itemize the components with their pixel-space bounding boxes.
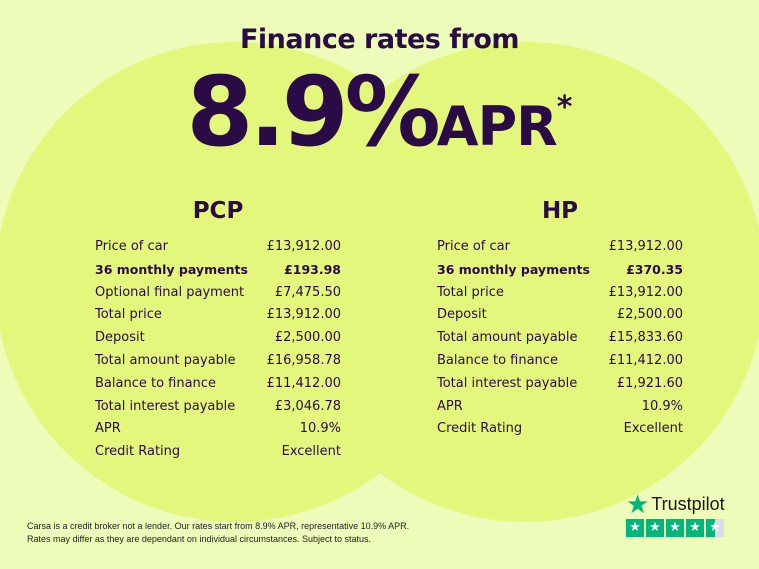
star-icon: ★ — [706, 519, 724, 537]
row-label: Credit Rating — [95, 444, 181, 460]
row-value: £3,046.78 — [274, 398, 341, 414]
row-value: £2,500.00 — [616, 307, 683, 323]
pcp-heading: PCP — [192, 198, 244, 224]
row-label: Total price — [95, 307, 162, 323]
table-row: Optional final payment £7,475.50 — [95, 282, 341, 305]
row-label: Balance to finance — [95, 375, 216, 391]
row-value: £13,912.00 — [266, 307, 341, 323]
hp-heading: HP — [541, 198, 579, 224]
trustpilot-rating: ★ ★ ★ ★ ★ — [626, 519, 725, 537]
table-row: Total interest payable £3,046.78 — [95, 396, 341, 419]
table-row: Price of car £13,912.00 — [437, 236, 683, 259]
headline-rate: 8.9%APR* — [0, 62, 759, 162]
row-value: £2,500.00 — [274, 330, 341, 346]
table-row: Balance to finance £11,412.00 — [95, 373, 341, 396]
table-row: Deposit £2,500.00 — [95, 327, 341, 350]
row-label: APR — [95, 421, 121, 437]
star-icon: ★ — [686, 519, 704, 537]
row-value: £13,912.00 — [266, 239, 341, 254]
table-row: Total price £13,912.00 — [95, 304, 341, 327]
row-label: Price of car — [95, 239, 168, 254]
table-row: Credit Rating Excellent — [437, 418, 683, 441]
table-row: Total price £13,912.00 — [437, 282, 683, 305]
table-row: 36 monthly payments £370.35 — [437, 259, 683, 282]
disclaimer: Carsa is a credit broker not a lender. O… — [27, 520, 409, 546]
row-label: Total interest payable — [95, 398, 236, 414]
row-value: Excellent — [281, 444, 341, 460]
row-value: £7,475.50 — [274, 284, 341, 300]
hp-table: HP Price of car £13,912.00 36 monthly paym… — [437, 198, 683, 441]
table-row: Credit Rating Excellent — [95, 441, 341, 464]
table-row: APR 10.9% — [95, 418, 341, 441]
row-value: 10.9% — [299, 421, 341, 437]
row-value: £13,912.00 — [608, 284, 683, 300]
row-value: £11,412.00 — [266, 375, 341, 391]
row-value: £11,412.00 — [608, 352, 683, 368]
row-label: 36 monthly payments — [95, 261, 248, 277]
disclaimer-line: Carsa is a credit broker not a lender. O… — [27, 521, 410, 531]
row-value: £1,921.60 — [616, 375, 683, 391]
table-row: Deposit £2,500.00 — [437, 304, 683, 327]
trustpilot-logo: Trustpilot — [651, 493, 725, 514]
trustpilot-badge: ★ Trustpilot ★ ★ ★ ★ ★ — [626, 489, 725, 537]
row-label: Credit Rating — [437, 421, 523, 437]
table-row: Total amount payable £15,833.60 — [437, 327, 683, 350]
row-value: £13,912.00 — [608, 239, 683, 254]
row-label: Balance to finance — [437, 352, 558, 368]
table-row: Total amount payable £16,958.78 — [95, 350, 341, 373]
row-label: Total interest payable — [437, 375, 578, 391]
star-icon: ★ — [626, 489, 650, 519]
star-icon: ★ — [626, 519, 644, 537]
pcp-table: PCP Price of car £13,912.00 36 monthly pay… — [95, 198, 341, 464]
apr-label: APR — [436, 95, 558, 158]
row-label: Deposit — [95, 330, 145, 346]
headline-title: Finance rates from — [239, 24, 520, 55]
asterisk: * — [556, 90, 573, 125]
disclaimer-line: Rates may differ as they are dependant o… — [27, 534, 372, 544]
table-row: Price of car £13,912.00 — [95, 236, 341, 259]
decorative-circle-right — [285, 42, 759, 522]
table-row: Balance to finance £11,412.00 — [437, 350, 683, 373]
row-label: Optional final payment — [95, 284, 245, 300]
row-label: 36 monthly payments — [437, 261, 590, 277]
row-label: Total amount payable — [95, 352, 236, 368]
table-row: APR 10.9% — [437, 396, 683, 419]
row-value: Excellent — [623, 421, 683, 437]
row-value: 10.9% — [641, 398, 683, 414]
row-label: Price of car — [437, 239, 510, 254]
row-label: Total amount payable — [437, 330, 578, 346]
row-label: Deposit — [437, 307, 487, 323]
table-row: Total interest payable £1,921.60 — [437, 373, 683, 396]
star-icon: ★ — [646, 519, 664, 537]
row-value: £16,958.78 — [266, 352, 341, 368]
row-value: £193.98 — [284, 261, 341, 277]
table-row: 36 monthly payments £193.98 — [95, 259, 341, 282]
rate-value: 8.9% — [186, 56, 441, 168]
row-label: Total price — [437, 284, 504, 300]
row-value: £370.35 — [626, 261, 683, 277]
row-value: £15,833.60 — [608, 330, 683, 346]
row-label: APR — [437, 398, 463, 414]
star-icon: ★ — [666, 519, 684, 537]
